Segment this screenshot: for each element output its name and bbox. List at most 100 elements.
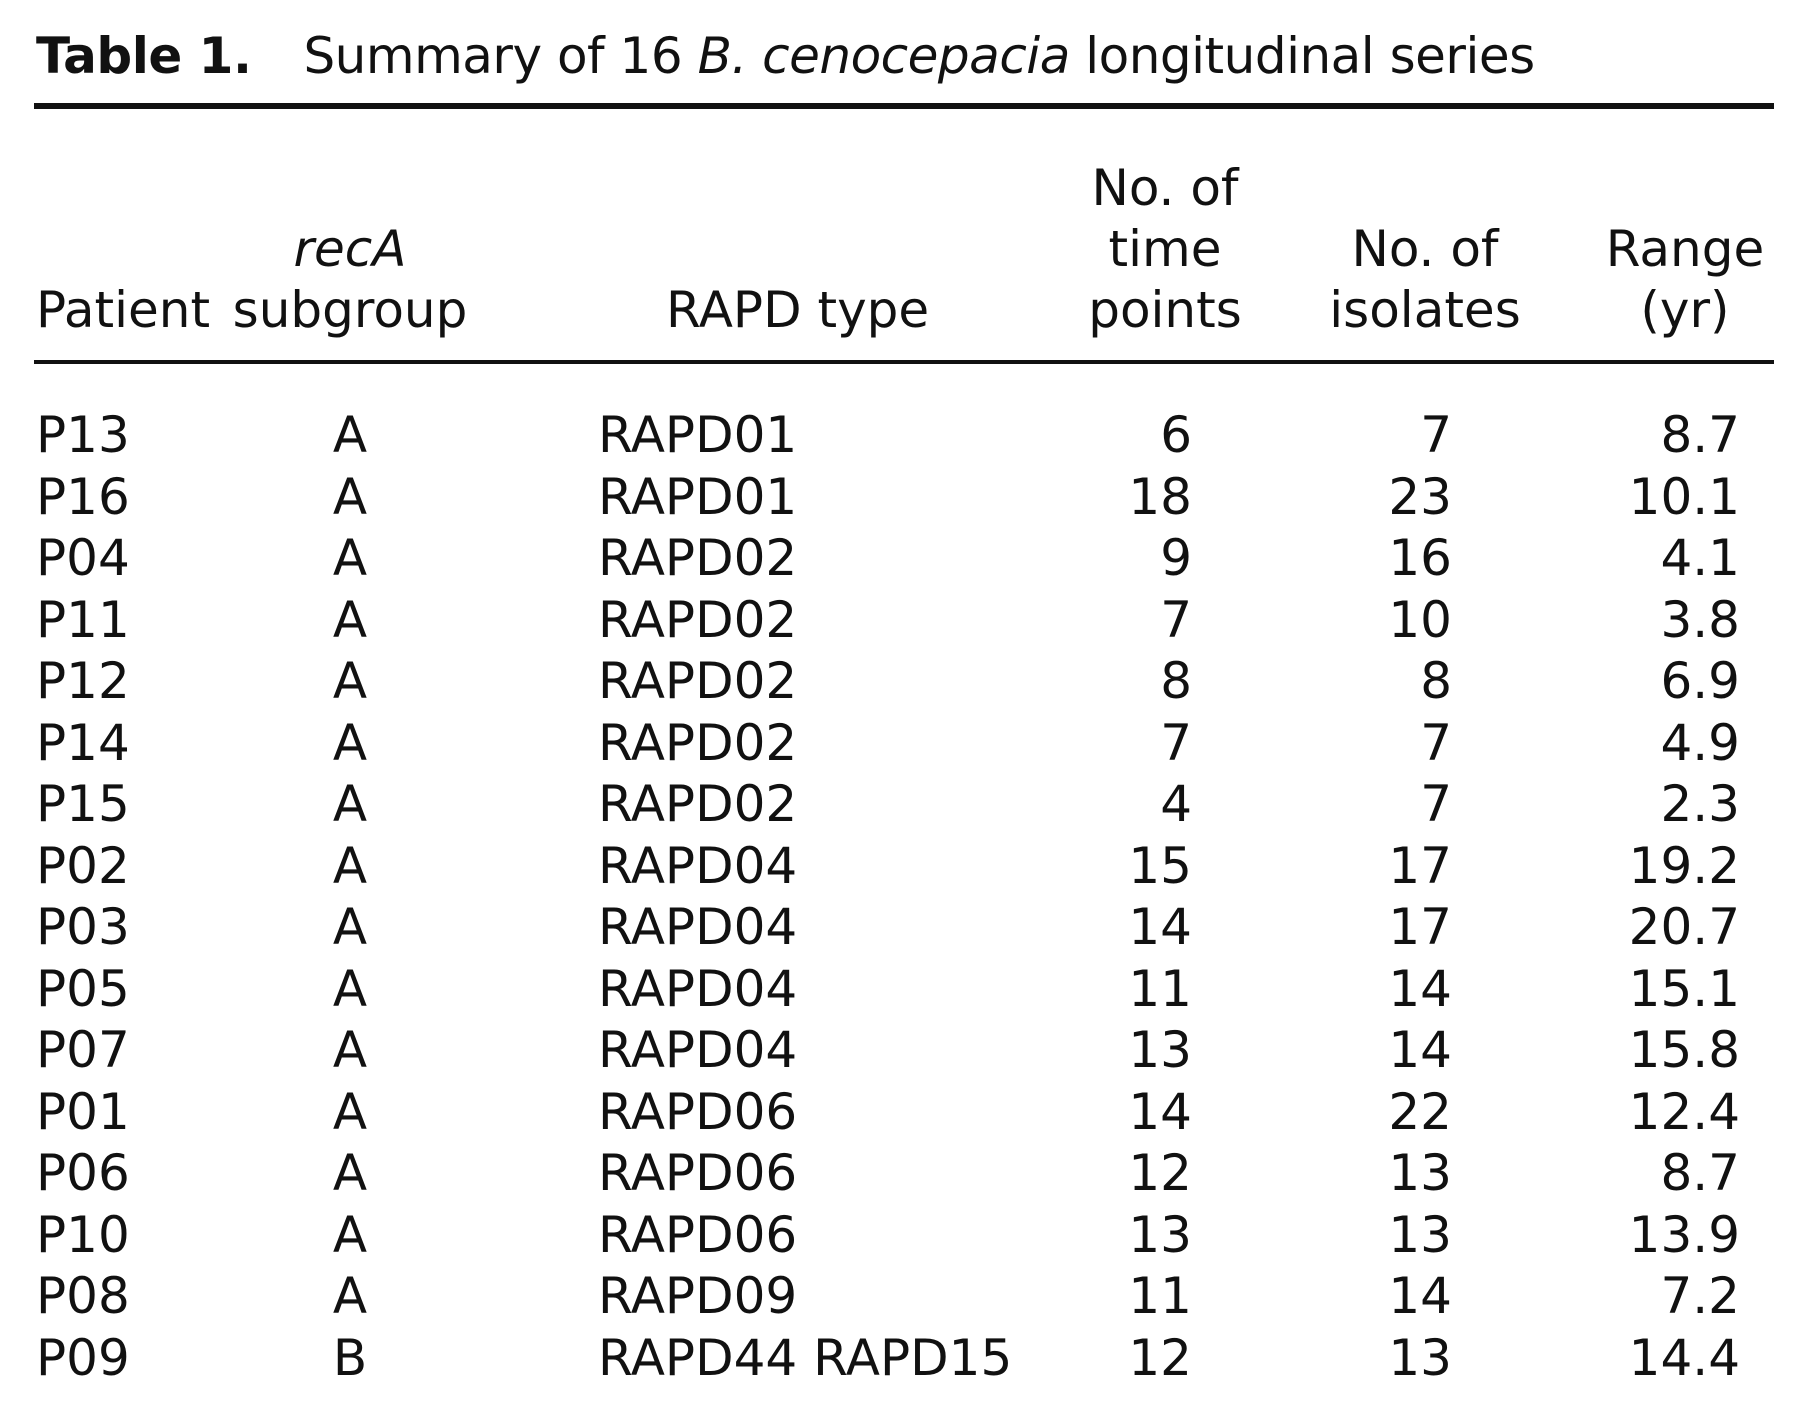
cell-patient: P09 xyxy=(36,1328,130,1387)
cell-rapd-type: RAPD04 xyxy=(598,1021,798,1079)
cell-range: 15.8 xyxy=(1628,1021,1740,1079)
cell-isolates: 10 xyxy=(1388,590,1452,649)
cell-patient: P10 xyxy=(36,1205,130,1264)
cell-subgroup: A xyxy=(332,1082,368,1141)
cell-patient: P12 xyxy=(36,652,130,710)
cell-rapd-type: RAPD02 xyxy=(598,713,798,772)
cell-range: 6.9 xyxy=(1660,652,1740,710)
cell-isolates: 7 xyxy=(1420,406,1452,464)
header-range-line-2: (yr) xyxy=(1640,281,1730,339)
cell-patient: P11 xyxy=(36,590,130,649)
cell-time-points: 7 xyxy=(1160,590,1192,649)
cell-range: 10.1 xyxy=(1628,467,1740,526)
cell-rapd-type: RAPD06 xyxy=(598,1082,798,1141)
cell-time-points: 9 xyxy=(1160,529,1192,587)
cell-rapd-type: RAPD01 xyxy=(598,467,798,526)
cell-time-points: 14 xyxy=(1128,1082,1192,1141)
table-row: P04 A RAPD02 9 16 4.1 xyxy=(0,528,1800,590)
table-row: P13 A RAPD01 6 7 8.7 xyxy=(0,405,1800,467)
cell-time-points: 11 xyxy=(1128,959,1192,1018)
cell-patient: P03 xyxy=(36,898,130,956)
table-row: P12 A RAPD02 8 8 6.9 xyxy=(0,651,1800,713)
cell-time-points: 12 xyxy=(1128,1328,1192,1387)
cell-rapd-type: RAPD04 xyxy=(598,959,798,1018)
header-time-points-line-3: points xyxy=(1088,281,1242,339)
cell-subgroup: A xyxy=(332,713,368,772)
header-isolates-line-2: isolates xyxy=(1329,281,1521,339)
cell-isolates: 13 xyxy=(1388,1205,1452,1264)
title-species: B. cenocepacia xyxy=(697,27,1071,85)
table-row: P06 A RAPD06 12 13 8.7 xyxy=(0,1143,1800,1205)
cell-rapd-type: RAPD02 xyxy=(598,775,798,833)
cell-time-points: 13 xyxy=(1128,1021,1192,1079)
cell-rapd-type: RAPD04 xyxy=(598,898,798,956)
header-isolates-line-1: No. of xyxy=(1351,220,1499,278)
title-text-post: longitudinal series xyxy=(1069,27,1535,85)
cell-isolates: 14 xyxy=(1388,959,1452,1018)
cell-patient: P07 xyxy=(36,1021,130,1079)
cell-rapd-type: RAPD02 xyxy=(598,652,798,710)
cell-range: 13.9 xyxy=(1628,1205,1740,1264)
cell-range: 2.3 xyxy=(1660,775,1740,833)
table-row: P01 A RAPD06 14 22 12.4 xyxy=(0,1082,1800,1144)
cell-range: 20.7 xyxy=(1628,898,1740,956)
cell-range: 19.2 xyxy=(1628,836,1740,895)
cell-patient: P13 xyxy=(36,406,130,464)
header-patient: Patient xyxy=(36,145,210,341)
cell-isolates: 14 xyxy=(1388,1267,1452,1325)
cell-isolates: 14 xyxy=(1388,1021,1452,1079)
cell-rapd-type: RAPD01 xyxy=(598,406,798,464)
cell-subgroup: A xyxy=(332,775,368,833)
cell-isolates: 8 xyxy=(1420,652,1452,710)
cell-time-points: 7 xyxy=(1160,713,1192,772)
cell-range: 8.7 xyxy=(1660,1144,1740,1202)
cell-subgroup: A xyxy=(332,898,368,956)
table-row: P14 A RAPD02 7 7 4.9 xyxy=(0,713,1800,775)
header-subgroup: recA subgroup xyxy=(233,145,468,341)
cell-subgroup: B xyxy=(332,1328,368,1387)
header-rule xyxy=(34,360,1774,364)
table-title: Table 1. Summary of 16 B. cenocepacia lon… xyxy=(36,24,1535,88)
cell-range: 14.4 xyxy=(1628,1328,1740,1387)
cell-time-points: 4 xyxy=(1160,775,1192,833)
cell-isolates: 16 xyxy=(1388,529,1452,587)
cell-rapd-type: RAPD09 xyxy=(598,1267,798,1325)
cell-patient: P06 xyxy=(36,1144,130,1202)
cell-isolates: 7 xyxy=(1420,713,1452,772)
table-row: P03 A RAPD04 14 17 20.7 xyxy=(0,897,1800,959)
header-rapd: RAPD type xyxy=(666,145,929,341)
title-text-pre: Summary of 16 xyxy=(303,27,698,85)
cell-time-points: 8 xyxy=(1160,652,1192,710)
cell-isolates: 17 xyxy=(1388,836,1452,895)
header-range: Range (yr) xyxy=(1605,145,1765,341)
cell-patient: P14 xyxy=(36,713,130,772)
cell-patient: P16 xyxy=(36,467,130,526)
cell-patient: P01 xyxy=(36,1082,130,1141)
top-rule xyxy=(34,103,1774,109)
cell-isolates: 13 xyxy=(1388,1144,1452,1202)
cell-patient: P05 xyxy=(36,959,130,1018)
cell-subgroup: A xyxy=(332,529,368,587)
table-row: P09 B RAPD44 RAPD15 12 13 14.4 xyxy=(0,1328,1800,1390)
table-row: P11 A RAPD02 7 10 3.8 xyxy=(0,590,1800,652)
cell-range: 15.1 xyxy=(1628,959,1740,1018)
cell-patient: P02 xyxy=(36,836,130,895)
cell-patient: P08 xyxy=(36,1267,130,1325)
cell-time-points: 11 xyxy=(1128,1267,1192,1325)
cell-patient: P04 xyxy=(36,529,130,587)
cell-subgroup: A xyxy=(332,1021,368,1079)
header-range-line-1: Range xyxy=(1605,220,1765,278)
cell-rapd-type: RAPD44 RAPD15 xyxy=(598,1328,1013,1387)
header-subgroup-line-1: recA xyxy=(293,220,407,278)
header-time-points-line-2: time xyxy=(1108,220,1222,278)
cell-rapd-type: RAPD02 xyxy=(598,529,798,587)
cell-range: 3.8 xyxy=(1660,590,1740,649)
table-row: P08 A RAPD09 11 14 7.2 xyxy=(0,1266,1800,1328)
table-row: P05 A RAPD04 11 14 15.1 xyxy=(0,959,1800,1021)
cell-patient: P15 xyxy=(36,775,130,833)
cell-isolates: 13 xyxy=(1388,1328,1452,1387)
cell-range: 12.4 xyxy=(1628,1082,1740,1141)
table-row: P02 A RAPD04 15 17 19.2 xyxy=(0,836,1800,898)
cell-subgroup: A xyxy=(332,406,368,464)
